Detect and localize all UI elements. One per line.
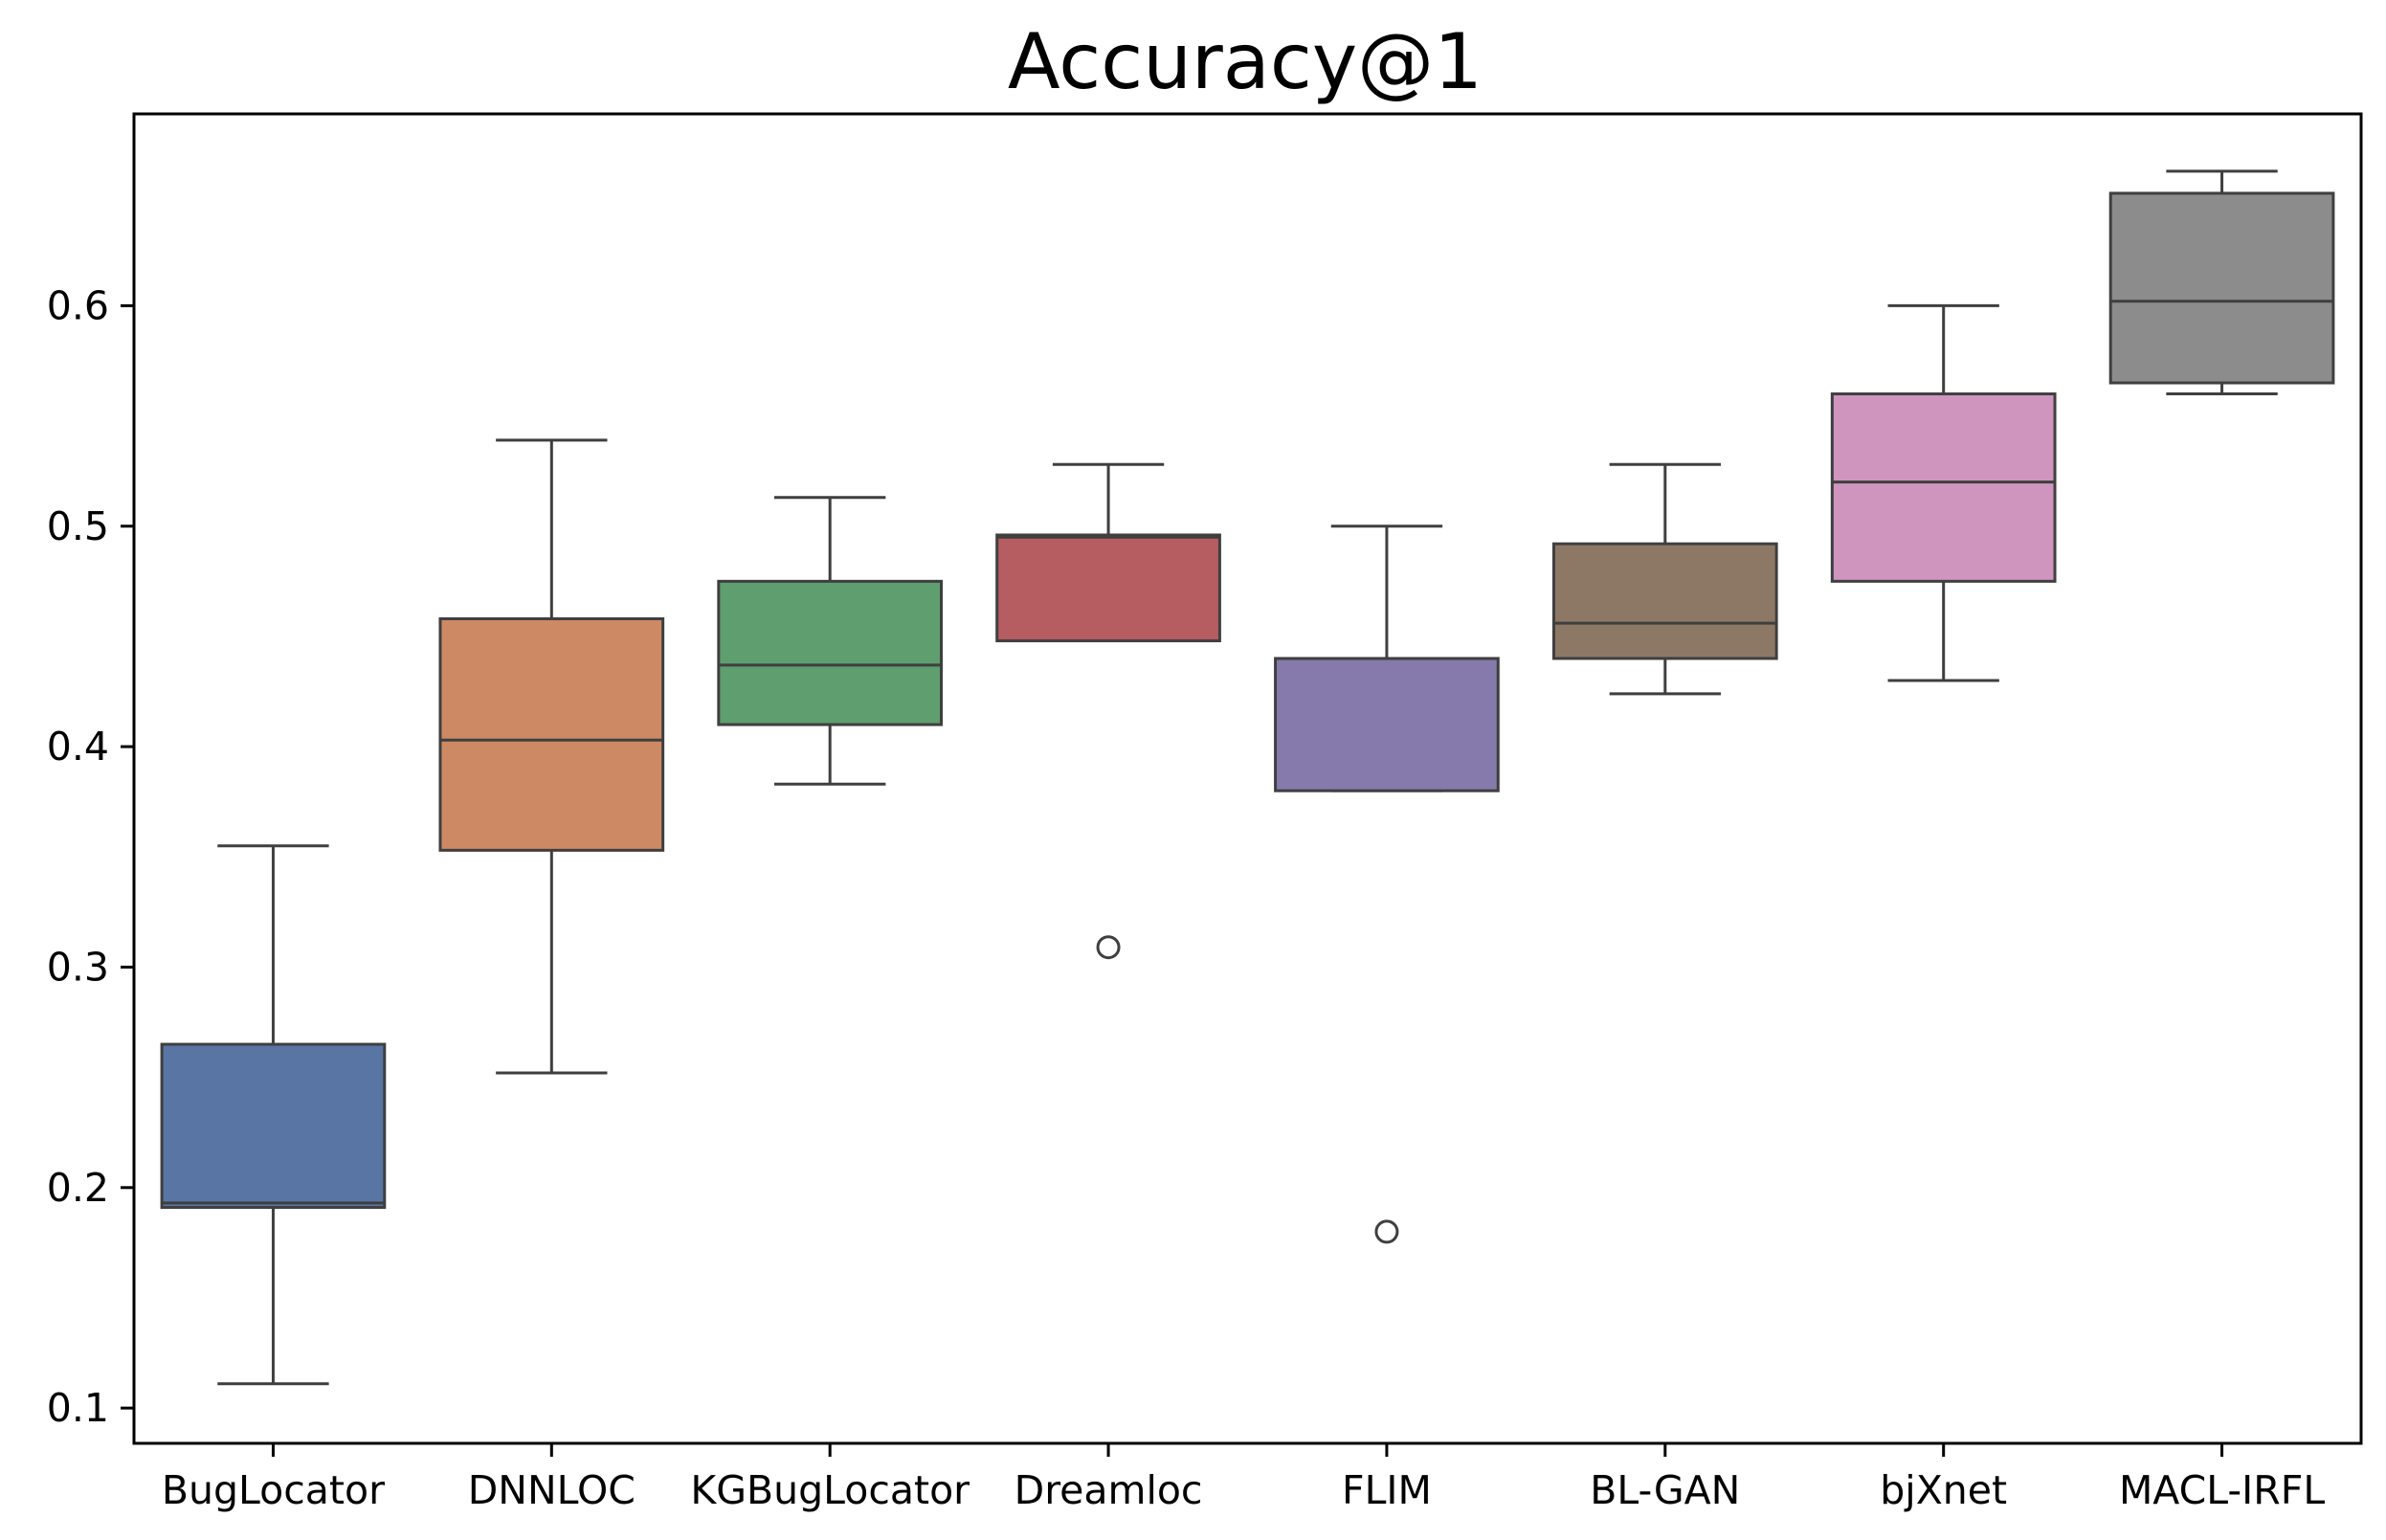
y-tick-label: 0.4 xyxy=(47,724,109,770)
x-tick-label: Dreamloc xyxy=(1015,1467,1203,1513)
x-tick-label: MACL-IRFL xyxy=(2119,1467,2325,1513)
iqr-box xyxy=(2108,191,2335,385)
chart-title: Accuracy@1 xyxy=(1008,17,1483,106)
x-tick-label: FLIM xyxy=(1342,1467,1432,1513)
y-tick-label: 0.5 xyxy=(47,503,109,549)
x-tick-label: DNNLOC xyxy=(468,1467,636,1513)
box-buglocator xyxy=(160,844,387,1386)
box-bjxnet xyxy=(1830,303,2057,682)
iqr-box xyxy=(1551,542,1778,660)
iqr-box xyxy=(995,533,1221,643)
x-tick-label: KGBugLocator xyxy=(690,1467,970,1513)
box-group xyxy=(160,169,2335,1386)
iqr-box xyxy=(438,616,665,852)
box-flim xyxy=(1274,524,1500,1244)
box-macl-irfl xyxy=(2108,169,2335,396)
x-axis: BugLocator DNNLOC KGBugLocator Dreamloc FLIM… xyxy=(162,1443,2325,1513)
box-bl-gan xyxy=(1551,462,1778,696)
y-tick-label: 0.2 xyxy=(47,1165,109,1211)
x-tick-label: BL-GAN xyxy=(1590,1467,1740,1513)
box-dnnloc xyxy=(438,438,665,1075)
iqr-box xyxy=(160,1042,387,1210)
x-tick-label: BugLocator xyxy=(162,1467,385,1513)
iqr-box xyxy=(1274,657,1500,792)
y-tick-label: 0.1 xyxy=(47,1385,109,1431)
iqr-box xyxy=(1830,392,2057,583)
y-tick-label: 0.6 xyxy=(47,282,109,328)
y-tick-label: 0.3 xyxy=(47,944,109,990)
outlier-point xyxy=(1374,1219,1399,1244)
plot-frame xyxy=(132,112,2363,1445)
x-tick-label: bjXnet xyxy=(1880,1467,2007,1513)
y-axis: 0.1 0.2 0.3 0.4 0.5 0.6 xyxy=(47,282,134,1431)
outlier-point xyxy=(1096,935,1121,960)
iqr-box xyxy=(717,579,944,726)
box-dreamloc xyxy=(995,462,1221,960)
box-kgbuglocator xyxy=(717,496,944,786)
